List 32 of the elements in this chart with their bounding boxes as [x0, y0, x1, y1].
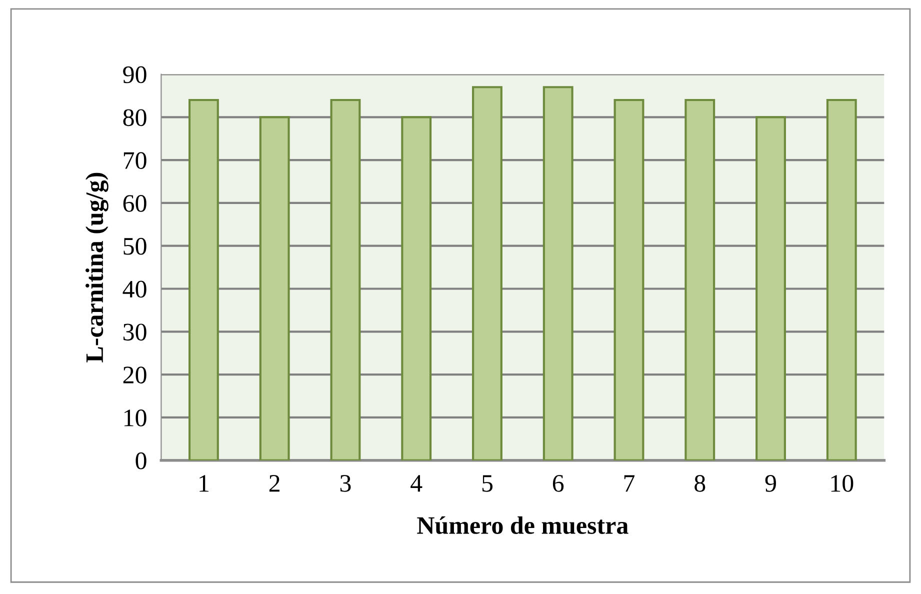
- x-tick-label: 8: [694, 474, 706, 492]
- bar: [756, 116, 786, 460]
- y-tick-label: 40: [122, 280, 146, 298]
- bar: [684, 98, 716, 460]
- y-tick-label: 60: [123, 195, 146, 212]
- x-tick-label: 2: [269, 475, 280, 492]
- x-tick-label: 4: [410, 475, 422, 492]
- y-tick-label: 0: [136, 452, 146, 470]
- x-tick-label: 7: [624, 475, 635, 492]
- x-tick-label: 10: [831, 474, 854, 492]
- y-tick-label: 70: [124, 152, 146, 169]
- x-tick-label: 3: [340, 475, 351, 492]
- bar: [542, 86, 574, 460]
- y-tick-label: 30: [123, 324, 146, 341]
- x-tick-label: 9: [765, 475, 776, 492]
- y-tick-label: 50: [124, 238, 146, 255]
- bar: [614, 98, 644, 460]
- bar: [401, 116, 432, 460]
- x-tick-label: 1: [200, 475, 208, 492]
- x-tick-label: 6: [552, 475, 564, 492]
- bar: [826, 98, 857, 460]
- y-tick-label: 10: [124, 410, 146, 426]
- x-tick-label: 5: [482, 475, 492, 492]
- bar: [259, 116, 290, 460]
- bar: [188, 98, 219, 460]
- y-axis-title: L-carnitina (ug/g): [86, 172, 108, 362]
- bar: [472, 86, 502, 460]
- x-axis-title: Número de muestra: [417, 516, 628, 534]
- bar: [330, 98, 361, 460]
- y-tick-label: 80: [123, 109, 146, 126]
- y-tick-label: 20: [123, 366, 146, 384]
- y-tick-label: 90: [123, 66, 146, 84]
